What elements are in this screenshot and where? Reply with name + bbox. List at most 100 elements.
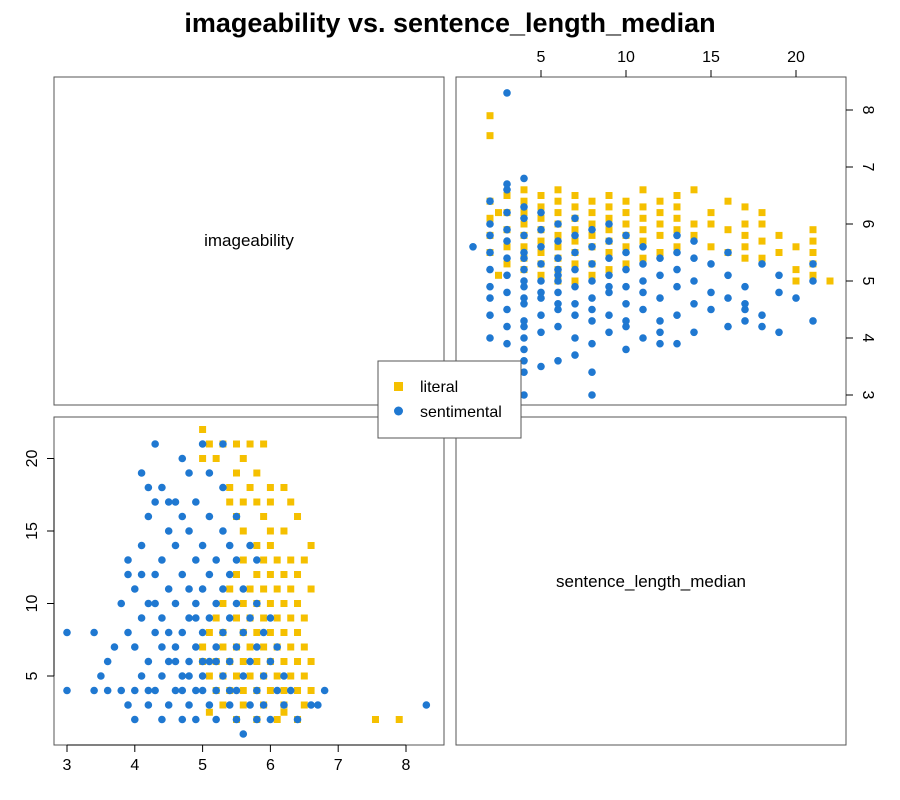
point-literal-bl — [260, 585, 268, 593]
point-sentimental-tr — [588, 243, 596, 251]
point-sentimental-bl — [137, 469, 146, 477]
point-sentimental-bl — [198, 585, 207, 593]
point-sentimental-bl — [286, 686, 295, 695]
point-literal-tr — [639, 237, 647, 245]
point-sentimental-bl — [185, 672, 193, 680]
point-literal-tr — [537, 271, 545, 279]
point-literal-tr — [656, 209, 664, 217]
point-literal-bl — [287, 585, 295, 593]
point-literal-tr — [622, 220, 630, 228]
point-literal-bl — [294, 513, 302, 520]
point-sentimental-bl — [144, 512, 153, 521]
point-sentimental-tr — [520, 322, 528, 331]
top-tick-label-sentence-length: 20 — [787, 49, 805, 66]
point-literal-tr — [571, 203, 579, 211]
point-sentimental-bl — [205, 469, 214, 477]
point-sentimental-bl — [225, 614, 234, 622]
point-sentimental-bl — [103, 657, 112, 666]
point-literal-tr — [707, 243, 715, 251]
right-tick-label-imageability: 3 — [859, 391, 876, 400]
point-sentimental-bl — [90, 686, 98, 695]
legend-box — [377, 360, 522, 439]
point-sentimental-tr — [520, 391, 528, 399]
point-sentimental-bl — [212, 686, 220, 695]
point-sentimental-bl — [151, 686, 159, 695]
point-literal-bl — [300, 556, 308, 564]
point-sentimental-tr — [520, 300, 528, 308]
point-literal-tr — [690, 186, 698, 194]
point-literal-tr — [639, 186, 647, 194]
x-tick-label-imageability: 5 — [198, 757, 207, 774]
point-sentimental-tr — [554, 322, 562, 331]
point-sentimental-bl — [178, 628, 187, 637]
top-tick-label-sentence-length: 15 — [702, 49, 720, 66]
point-sentimental-tr — [554, 300, 562, 308]
point-literal-tr — [639, 203, 647, 211]
point-literal-tr — [520, 209, 528, 217]
point-literal-bl — [246, 585, 254, 593]
point-sentimental-bl — [192, 686, 200, 695]
point-sentimental-tr — [588, 339, 596, 348]
point-literal-tr — [622, 260, 630, 268]
point-sentimental-bl — [212, 599, 220, 608]
point-sentimental-bl — [320, 686, 329, 695]
point-sentimental-tr — [673, 311, 681, 320]
point-sentimental-tr — [656, 328, 664, 337]
point-literal-bl — [307, 687, 315, 694]
point-literal-bl — [280, 484, 288, 491]
point-sentimental-tr — [809, 277, 817, 285]
point-sentimental-bl — [259, 672, 268, 680]
point-sentimental-tr — [792, 294, 800, 302]
point-literal-tr — [537, 249, 545, 256]
point-sentimental-bl — [239, 585, 248, 593]
point-sentimental-bl — [171, 643, 180, 651]
point-literal-bl — [371, 716, 379, 723]
point-sentimental-bl — [293, 715, 302, 724]
point-literal-bl — [239, 687, 247, 694]
marks-bottom-left — [63, 426, 431, 738]
point-sentimental-bl — [253, 599, 261, 608]
point-sentimental-tr — [537, 294, 545, 302]
point-sentimental-bl — [212, 715, 220, 724]
point-literal-tr — [588, 220, 596, 228]
point-sentimental-tr — [486, 334, 494, 342]
point-sentimental-bl — [259, 701, 268, 709]
point-literal-bl — [199, 643, 207, 651]
point-literal-tr — [605, 192, 613, 199]
point-sentimental-bl — [63, 686, 71, 695]
point-sentimental-bl — [151, 599, 159, 608]
point-literal-bl — [280, 658, 288, 665]
point-sentimental-tr — [503, 225, 511, 234]
point-literal-tr — [741, 220, 749, 228]
point-sentimental-tr — [554, 237, 562, 245]
point-sentimental-tr — [656, 271, 664, 280]
point-sentimental-bl — [164, 585, 173, 593]
point-literal-bl — [395, 716, 403, 723]
point-literal-bl — [253, 658, 261, 665]
point-literal-bl — [246, 484, 254, 491]
point-sentimental-bl — [158, 672, 166, 680]
point-literal-tr — [809, 271, 817, 279]
point-sentimental-tr — [605, 311, 613, 320]
point-sentimental-tr — [656, 339, 664, 348]
diag-label-sentence-length-median: sentence_length_median — [556, 572, 746, 591]
point-sentimental-tr — [503, 180, 511, 188]
point-sentimental-tr — [639, 277, 647, 285]
marks-top-right — [469, 89, 834, 399]
point-literal-bl — [287, 672, 295, 680]
point-literal-bl — [294, 629, 302, 636]
point-literal-bl — [300, 701, 308, 709]
point-literal-tr — [554, 231, 562, 239]
point-literal-tr — [588, 197, 596, 205]
point-sentimental-bl — [178, 686, 187, 695]
point-sentimental-tr — [622, 345, 630, 354]
point-sentimental-bl — [124, 628, 132, 637]
point-sentimental-tr — [622, 265, 630, 274]
point-sentimental-bl — [422, 701, 431, 709]
point-literal-bl — [253, 469, 261, 477]
point-sentimental-tr — [554, 288, 562, 297]
point-literal-tr — [673, 192, 681, 199]
point-sentimental-bl — [212, 643, 220, 651]
point-sentimental-tr — [503, 237, 511, 245]
point-literal-tr — [656, 231, 664, 239]
